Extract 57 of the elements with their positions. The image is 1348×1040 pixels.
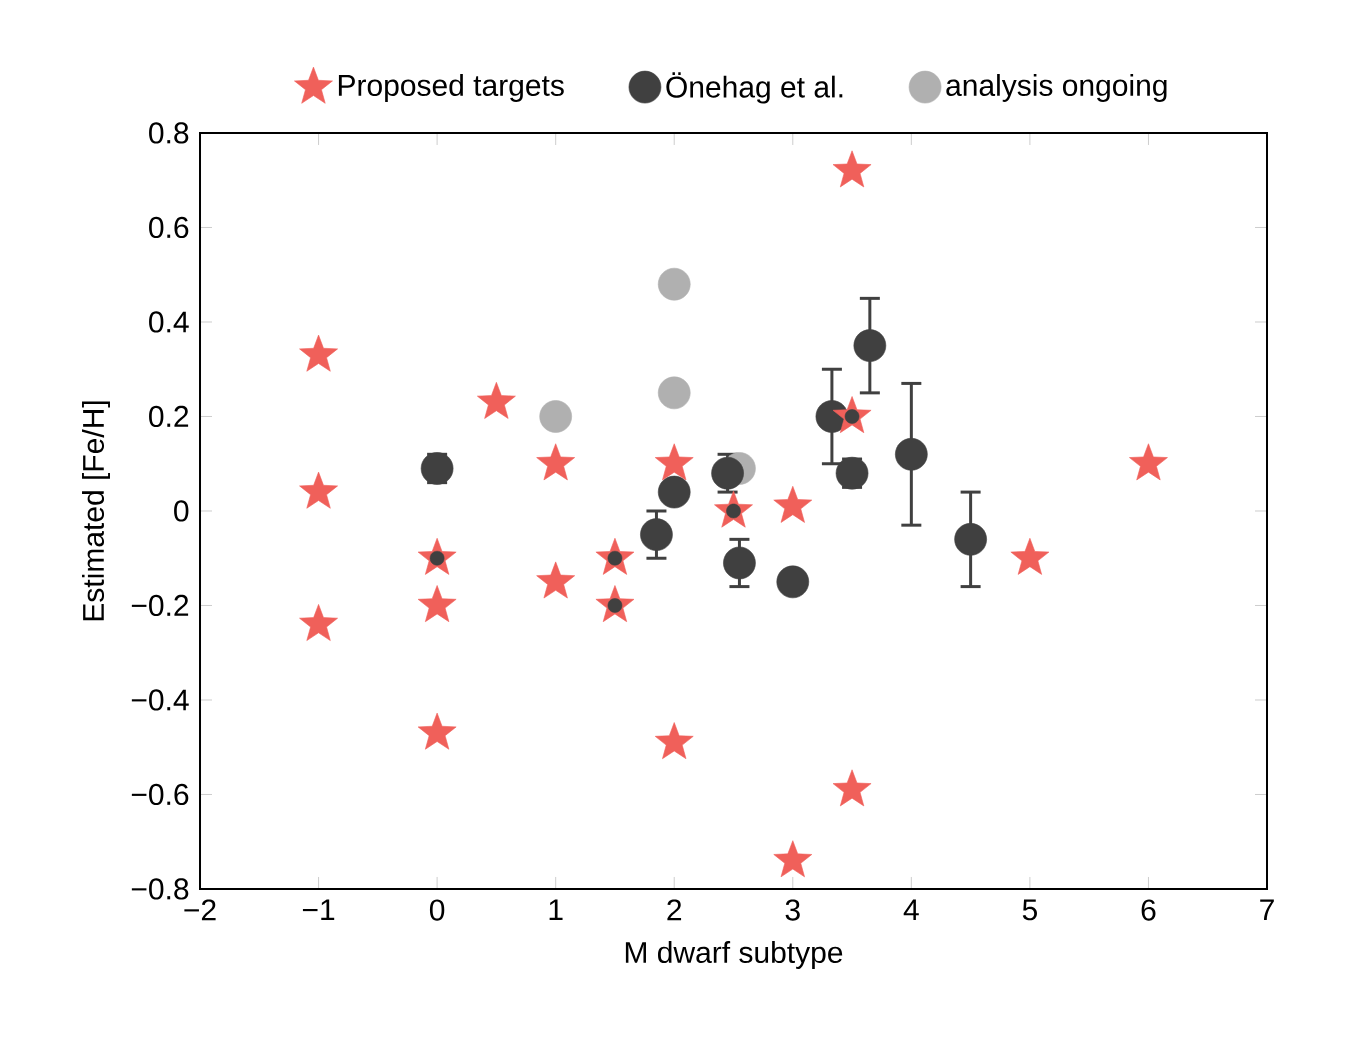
y-axis-title: Estimated [Fe/H]	[82, 401, 110, 621]
point	[832, 150, 872, 188]
y-tick-label: 0.8	[149, 122, 189, 144]
point	[895, 437, 928, 471]
point	[853, 329, 887, 362]
y-tick-label: 0.6	[149, 216, 189, 239]
point	[607, 550, 623, 566]
point	[299, 471, 338, 509]
y-tick-label: −0.2	[131, 594, 189, 617]
point	[726, 503, 741, 519]
point	[773, 485, 813, 523]
point	[417, 585, 457, 622]
x-tick-label: 1	[549, 899, 563, 921]
point	[832, 769, 872, 807]
point	[657, 475, 691, 509]
point	[657, 267, 691, 301]
point	[657, 376, 691, 410]
point	[417, 712, 457, 750]
point	[711, 456, 744, 490]
point	[477, 382, 516, 419]
legend-label: Önehag et al.	[666, 72, 843, 104]
legend-label: analysis ongoing	[946, 73, 1167, 102]
x-axis-title: M dwarf subtype	[625, 941, 843, 969]
point	[299, 604, 338, 641]
point	[1129, 443, 1168, 481]
point	[954, 523, 987, 556]
legend-label: Proposed targets	[338, 73, 564, 102]
x-tick-label: 4	[903, 899, 919, 921]
point	[536, 561, 575, 599]
point	[640, 518, 673, 551]
point	[539, 400, 572, 433]
y-tick-label: −0.6	[131, 783, 189, 806]
x-tick-label: 0	[429, 899, 445, 921]
point	[607, 598, 623, 613]
y-tick-label: 0.2	[149, 405, 189, 428]
point	[654, 722, 694, 760]
x-tick-label: −2	[184, 899, 216, 921]
y-tick-label: −0.8	[131, 878, 189, 900]
y-tick-label: −0.4	[131, 689, 189, 711]
point	[844, 409, 860, 424]
point	[776, 565, 810, 599]
point	[773, 840, 813, 878]
x-tick-label: 6	[1141, 899, 1156, 921]
x-tick-label: −1	[302, 899, 335, 921]
x-tick-label: 7	[1260, 899, 1274, 921]
point	[299, 334, 338, 372]
x-tick-label: 5	[1022, 899, 1037, 921]
point	[1010, 537, 1050, 575]
point	[654, 443, 694, 481]
y-tick-label: 0.4	[149, 311, 189, 333]
point	[536, 443, 575, 481]
x-tick-label: 3	[785, 899, 800, 921]
point	[420, 452, 454, 485]
point	[723, 546, 756, 580]
x-tick-label: 2	[667, 899, 682, 921]
y-tick-label: 0	[174, 500, 189, 522]
point	[429, 550, 445, 566]
